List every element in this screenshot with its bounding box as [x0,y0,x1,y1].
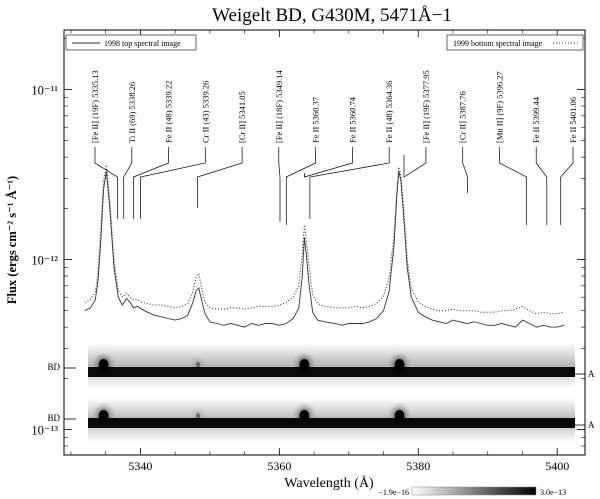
spectral-a-label: A [588,420,595,430]
line-id-label: Fe II (48) 5339.22 [164,81,174,143]
spectral-knot [299,410,310,422]
spectral-image-continuum-top [88,367,575,377]
line-id-label: Fe II 5360.37 [311,97,321,143]
spectral-bd-label: BD [47,362,60,372]
spectral-knot [394,410,405,422]
line-id-leader [278,147,281,222]
line-id-label: [Mn II] (9F) 5396.27 [495,71,505,143]
series-line-1999 [84,164,565,315]
y-tick-label: 10⁻¹² [31,254,58,268]
line-id-label: Fe II 5399.44 [531,96,541,143]
spectral-knot [196,413,201,419]
line-id-label: Fe II 5401.06 [568,97,578,143]
spectral-knot-glow [195,360,202,368]
line-id-label: Fe II 5360.74 [347,96,357,143]
line-id-label: [Fe II] (19F) 5335.13 [90,70,100,143]
spectral-images: BD A BD A [47,343,595,442]
line-id-leader [499,147,527,225]
spectral-knot [394,359,405,371]
y-axis-label: Flux (ergs cm⁻² s⁻¹ Å⁻¹) [5,176,19,304]
colorbar: −1.9e−16 3.0e−13 [378,486,566,497]
chart-title: Weigelt BD, G430M, 5471Å−1 [212,5,452,26]
line-id-leader [403,147,427,178]
spectral-a-label: A [588,369,595,379]
line-id-label: [Fe II] (18F) 5349.14 [274,70,284,143]
colorbar-max-label: 3.0e−13 [540,488,566,497]
spectral-image-halo-top [88,343,575,388]
colorbar-gradient [411,486,537,496]
line-id-leader [94,147,118,219]
legend-left: 1998 top spectral image [65,34,197,51]
line-id-leader [123,147,133,219]
x-tick-label: 5340 [128,459,152,473]
spectral-knot [299,359,310,371]
line-id-label: [Fe II] (19F) 5377.95 [421,70,431,143]
axis-ticks: 5340 5360 5380 5400 10⁻¹¹ 10⁻¹² 10⁻¹³ [31,30,585,473]
line-identifications: [Fe II] (19F) 5335.13 Ti II (69) 5338.26 F… [90,70,578,225]
x-axis-label: Wavelength (Å) [284,475,374,491]
spectral-bd-label: BD [47,413,60,423]
line-id-leader [133,147,169,219]
spectral-knot [196,362,201,368]
y-tick-label: 10⁻¹³ [31,424,58,438]
line-id-label: [Cr II] 5341.05 [237,91,247,143]
x-tick-label: 5360 [267,459,291,473]
line-id-leader [140,147,206,219]
line-id-label: Ti II (69) 5338.26 [127,82,137,143]
line-id-leader [309,147,390,219]
line-id-leader [285,147,316,225]
legend-right-label: 1999 bottom spectral image [453,39,543,48]
line-id-leader [197,147,243,208]
line-id-leader [560,147,574,225]
legend-left-label: 1998 top spectral image [104,39,181,48]
line-id-leader [304,147,353,178]
x-tick-label: 5400 [545,459,569,473]
x-tick-label: 5380 [406,459,430,473]
series-line-1998 [84,171,565,328]
series-lines [84,164,565,328]
line-id-label: [Cr II] 5387.76 [458,91,468,143]
y-tick-label: 10⁻¹¹ [31,84,58,98]
spectral-knot [98,359,109,371]
line-id-leader [462,147,468,193]
spectral-knot-glow [195,411,202,419]
line-id-label: Cr II (43) 5339.26 [200,81,210,143]
line-id-leader [535,147,548,225]
legend-right: 1999 bottom spectral image [446,34,584,51]
plot-frame [63,29,586,456]
spectral-knot [98,410,109,422]
colorbar-min-label: −1.9e−16 [378,488,409,497]
spectral-image-continuum-bottom [88,418,575,428]
line-id-label: Fe II (48) 5364.36 [384,81,394,143]
